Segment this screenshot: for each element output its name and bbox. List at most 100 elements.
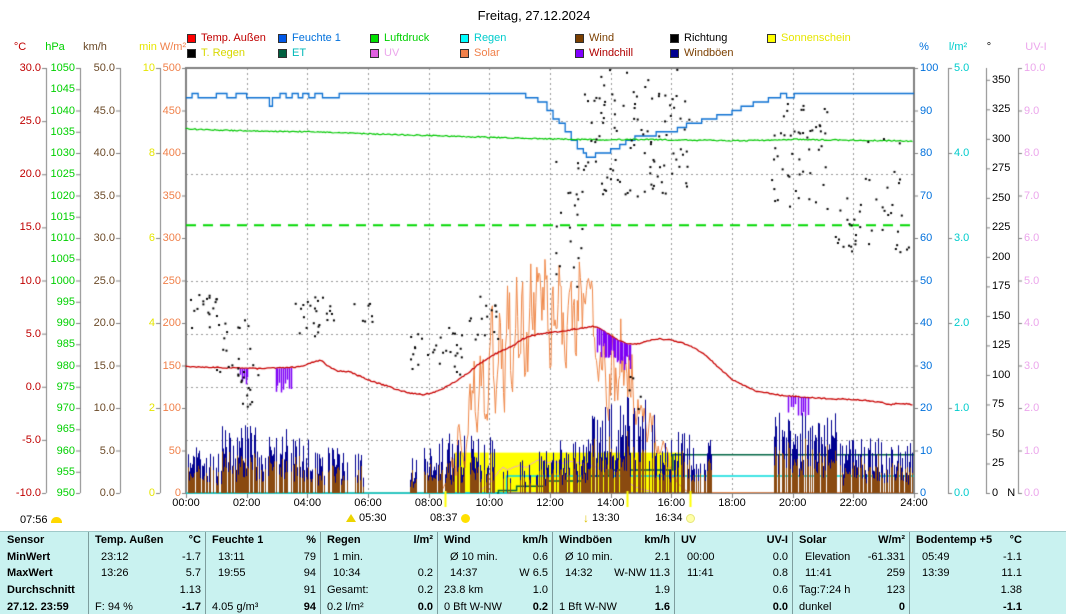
axis-tick-label: 35.0	[93, 189, 115, 202]
axis-tick-label: 4	[148, 317, 155, 329]
axis-tick-label: 1.0	[954, 402, 970, 414]
table-cell-value: 0.2	[532, 600, 548, 613]
axis-tick-label: 80	[920, 147, 933, 159]
table-cell-info: 13:39	[922, 567, 950, 580]
axis-tick-label: 25.0	[93, 274, 115, 287]
time-marker-label: 13:30	[592, 512, 620, 524]
x-axis-tick-label: 06:00	[354, 497, 382, 509]
axis-tick-label: 950	[56, 487, 75, 499]
axis-tick-label: -10.0	[15, 487, 41, 499]
axis-tick-label: 965	[56, 423, 75, 436]
triangle-up-icon	[346, 514, 356, 522]
axis-tick-label: 5.0	[954, 62, 970, 74]
axis-tick-label: 10.0	[1024, 62, 1046, 74]
x-axis-tick-label: 18:00	[718, 497, 746, 509]
table-cell-value: 11.1	[1001, 567, 1022, 580]
table-cell-value: 0.6	[772, 584, 788, 597]
table-cell-info: 1 Bft W-NW	[559, 600, 617, 613]
legend-item: Sonnenschein	[767, 33, 851, 44]
table-cell-info: Elevation	[805, 550, 851, 563]
axis-tick-label: 9.0	[1024, 104, 1040, 117]
sensor-unit: W/m²	[878, 534, 905, 547]
legend-color-swatch-icon	[575, 49, 584, 58]
x-axis-tick-label: 24:00	[900, 497, 928, 509]
table-row-label-column: Sensor MinWert MaxWert Durchschnitt 27.12. 2…	[0, 532, 88, 614]
table-cell-info: 0.2 l/m²	[327, 600, 364, 613]
legend-item: Wind	[575, 33, 614, 44]
arrow-down-icon: ↓	[583, 511, 589, 525]
table-cell-value: 0.2	[417, 567, 433, 580]
time-marker-label: 07:56	[20, 514, 48, 526]
axis-tick-label: 30.0	[19, 62, 41, 74]
axis-tick-label: 975	[56, 380, 75, 393]
sensor-unit: °C	[188, 534, 201, 547]
axis-tick-label: 250	[992, 191, 1011, 204]
time-marker-label: 16:34	[655, 512, 683, 524]
axis-tick-label: 0 N	[992, 487, 1016, 499]
time-marker: 08:37	[430, 512, 470, 524]
axis-tick-label: 1025	[50, 168, 75, 181]
axis-tick-label: -5.0	[22, 433, 41, 446]
sensor-name: Temp. Außen	[95, 534, 164, 547]
axis-tick-label: 75	[992, 398, 1005, 411]
sun-rise-icon	[50, 517, 62, 523]
table-sensor-column: Bodentemp +5 °C 05:49 -1.1 13:39 11.1 1.38 -1.1	[909, 532, 1066, 614]
legend-item: Solar	[460, 48, 500, 59]
axis-tick-label: 30	[920, 359, 933, 372]
table-sensor-column: UV UV-I 00:00 0.0 11:41 0.8 0.6 0.0	[674, 532, 792, 614]
axis-tick-label: 2.0	[954, 317, 970, 329]
legend-color-swatch-icon	[460, 49, 469, 58]
axis-tick-label: 8	[148, 147, 155, 159]
page-title: Freitag, 27.12.2024	[477, 8, 591, 23]
table-cell-info: 10:34	[333, 567, 361, 580]
table-cell-info: 4.05 g/m³	[212, 600, 259, 613]
legend-item-label: UV	[384, 47, 400, 59]
table-cell-info: 11:41	[687, 567, 714, 580]
legend-item: UV	[370, 48, 399, 59]
legend-item: T. Regen	[187, 48, 245, 59]
sensor-name: UV	[681, 534, 697, 547]
x-axis-tick-label: 16:00	[657, 497, 686, 509]
legend-item: Richtung	[670, 33, 727, 44]
table-cell-info: 13:26	[101, 567, 129, 580]
table-cell-info: Gesamt:	[327, 584, 369, 597]
axis-tick-label: 15.0	[93, 359, 115, 372]
axis-tick-label: 500	[162, 62, 181, 74]
axis-tick-label: 450	[162, 104, 181, 117]
axis-tick-label: 0.0	[1024, 487, 1040, 499]
sensor-unit: km/h	[522, 534, 548, 547]
axis-tick-label: 150	[162, 359, 181, 372]
sensor-unit: UV-I	[766, 534, 788, 547]
legend-item-label: Windchill	[589, 47, 634, 59]
axis-tick-label: 1010	[50, 232, 75, 244]
axis-tick-label: 70	[920, 189, 933, 202]
axis-tick-label: 100	[162, 402, 181, 414]
axis-tick-label: 25	[992, 457, 1005, 470]
axis-tick-label: 30.0	[93, 232, 115, 244]
axis-unit-label: %	[919, 41, 929, 53]
axis-tick-label: 5.0	[99, 444, 115, 457]
table-cell-info: 14:37	[450, 567, 478, 580]
sensor-unit: l/m²	[413, 534, 433, 547]
legend-color-swatch-icon	[670, 49, 679, 58]
time-marker: 16:34	[655, 512, 695, 524]
table-cell-value: 1.9	[654, 584, 670, 597]
axis-tick-label: 0.0	[25, 380, 41, 393]
table-sensor-column: Feuchte 1% 13:11 79 19:55 94 91 4.05 g/m³ 94	[205, 532, 320, 614]
axis-tick-label: 400	[162, 147, 181, 159]
table-cell-info: 0 Bft W-NW	[444, 600, 502, 613]
axis-unit-label: °	[986, 41, 992, 53]
time-marker-label: 05:30	[359, 512, 387, 524]
legend-color-swatch-icon	[670, 34, 679, 43]
table-cell-value: -1.1	[1003, 550, 1022, 563]
axis-tick-label: 10	[142, 62, 155, 74]
axis-tick-label: 50.0	[93, 62, 115, 74]
axis-tick-label: 985	[56, 338, 75, 351]
axis-tick-label: 0.0	[99, 487, 115, 499]
axis-tick-label: 1.0	[1024, 444, 1040, 457]
table-cell-value: 1.0	[532, 584, 548, 597]
axis-tick-label: 960	[56, 444, 75, 457]
x-axis-tick-label: 00:00	[172, 497, 200, 509]
sensor-name: Feuchte 1	[212, 534, 264, 547]
axis-tick-label: 1045	[50, 83, 75, 96]
